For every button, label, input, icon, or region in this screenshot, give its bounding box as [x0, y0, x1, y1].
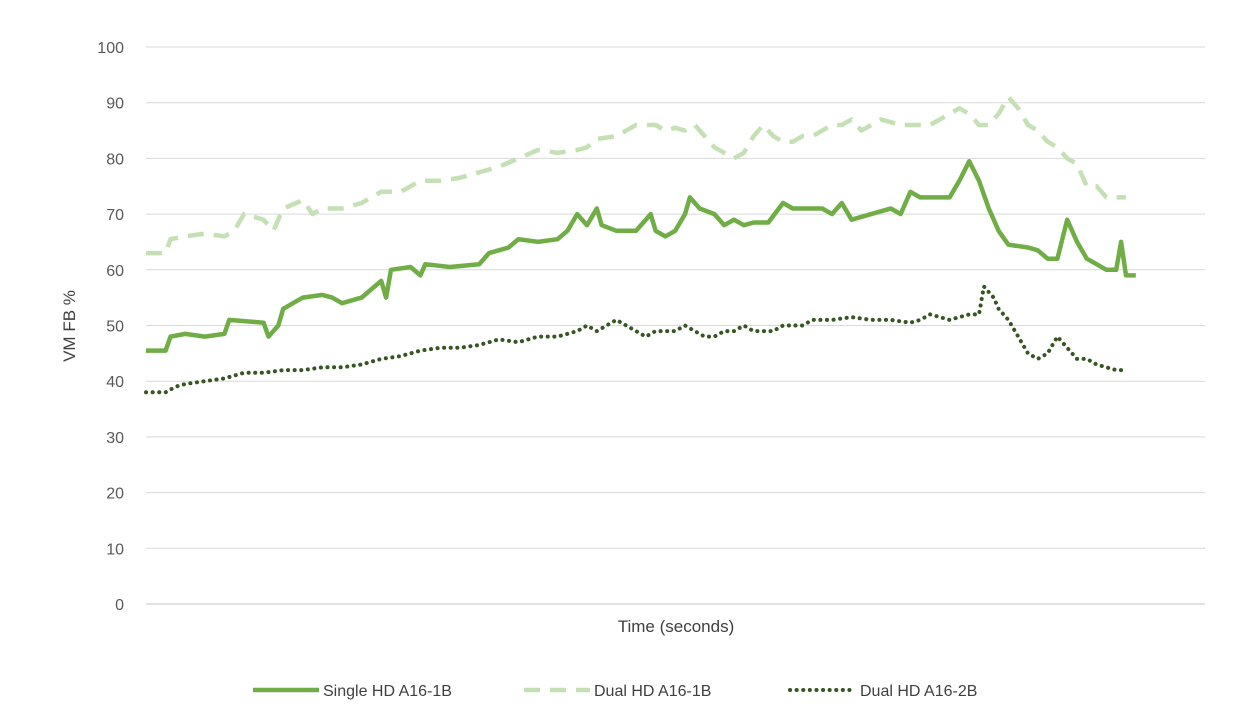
y-tick-label-40: 40 [106, 374, 124, 391]
legend: Single HD A16-1B Dual HD A16-1B Dual HD A1… [253, 683, 977, 700]
y-tick-label-10: 10 [106, 541, 124, 558]
series-lines [144, 94, 1136, 395]
y-tick-label-50: 50 [106, 319, 124, 336]
y-axis-title: VM FB % [60, 290, 79, 362]
y-tick-label-0: 0 [115, 597, 124, 614]
y-tick-label-80: 80 [106, 151, 124, 168]
y-tick-label-20: 20 [106, 486, 124, 503]
y-tick-label-30: 30 [106, 430, 124, 447]
series-line-2 [146, 94, 1126, 256]
x-axis-title: Time (seconds) [618, 617, 735, 636]
legend-label-1: Single HD A16-1B [323, 683, 452, 700]
y-tick-label-70: 70 [106, 207, 124, 224]
y-tick-label-100: 100 [97, 40, 124, 57]
y-tick-label-90: 90 [106, 96, 124, 113]
gridlines [146, 46, 1205, 549]
y-axis-ticks: 0 10 20 30 40 50 60 70 80 90 100 [97, 40, 124, 614]
series-line-3 [144, 284, 1128, 395]
legend-label-2: Dual HD A16-1B [594, 683, 711, 700]
series-line-1 [146, 158, 1136, 353]
y-tick-label-60: 60 [106, 263, 124, 280]
legend-label-3: Dual HD A16-2B [860, 683, 977, 700]
